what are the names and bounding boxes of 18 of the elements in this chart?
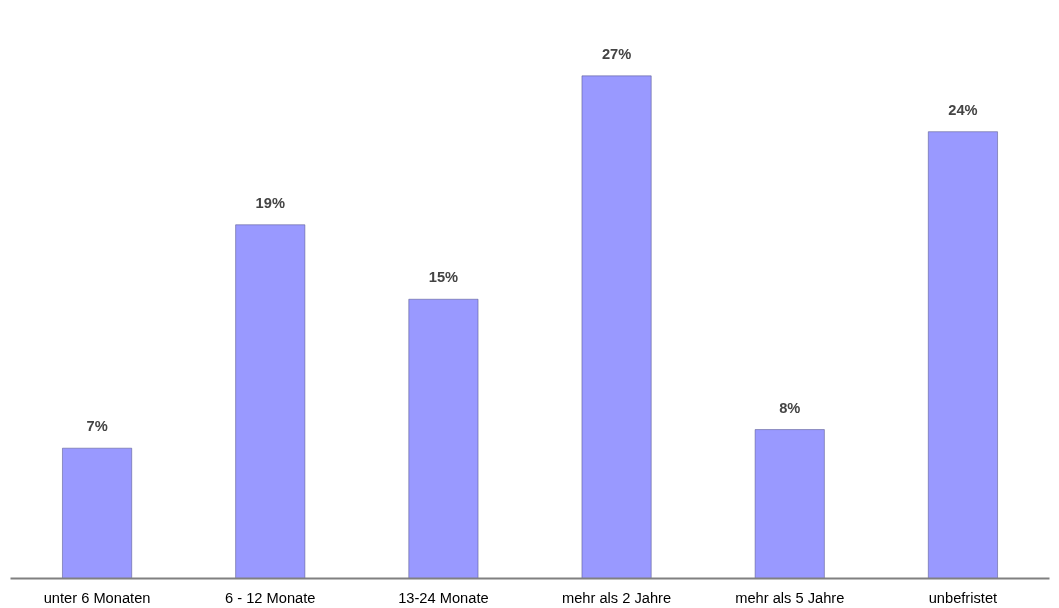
bar <box>408 299 479 579</box>
data-label: 15% <box>428 269 459 286</box>
bar <box>235 224 306 579</box>
data-label: 24% <box>948 101 978 118</box>
x-tick-label: unbefristet <box>928 589 998 606</box>
x-tick-label: mehr als 2 Jahre <box>562 589 672 606</box>
data-label: 7% <box>86 418 108 435</box>
x-tick-label: 13-24 Monate <box>398 589 489 606</box>
bar <box>928 131 998 579</box>
x-tick-label: mehr als 5 Jahre <box>735 589 845 606</box>
bar <box>581 75 652 579</box>
bar <box>754 429 825 579</box>
x-tick-label: unter 6 Monaten <box>43 589 151 606</box>
x-tick-label: 6 - 12 Monate <box>225 589 316 606</box>
data-label: 8% <box>779 399 801 416</box>
data-label: 27% <box>601 45 632 62</box>
bar <box>62 447 132 579</box>
data-label: 19% <box>255 194 285 211</box>
